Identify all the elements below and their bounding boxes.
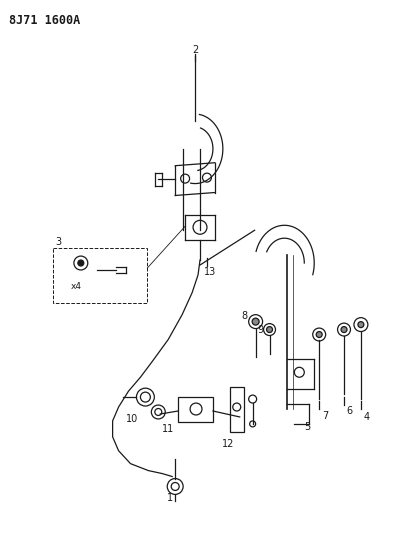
Bar	[178, 397, 213, 422]
Text: 5: 5	[304, 422, 310, 432]
Text: 9: 9	[257, 325, 264, 335]
Circle shape	[78, 260, 84, 266]
Text: 11: 11	[162, 424, 175, 434]
Text: 10: 10	[126, 414, 139, 424]
Text: 4: 4	[364, 412, 370, 422]
Text: 13: 13	[204, 267, 216, 277]
Bar	[53, 248, 147, 303]
Text: 2: 2	[192, 44, 198, 54]
Text: 8J71 1600A: 8J71 1600A	[9, 14, 80, 27]
Circle shape	[358, 321, 364, 328]
Text: 1: 1	[167, 494, 173, 503]
Bar	[230, 387, 244, 432]
Circle shape	[267, 327, 273, 333]
Text: 12: 12	[222, 439, 234, 449]
Circle shape	[252, 318, 259, 325]
Text: x4: x4	[70, 282, 81, 292]
Text: 3: 3	[55, 237, 61, 247]
Circle shape	[316, 332, 322, 337]
Text: 8: 8	[242, 311, 248, 321]
Text: 6: 6	[346, 406, 352, 416]
Text: 7: 7	[322, 411, 328, 421]
Circle shape	[341, 327, 347, 333]
